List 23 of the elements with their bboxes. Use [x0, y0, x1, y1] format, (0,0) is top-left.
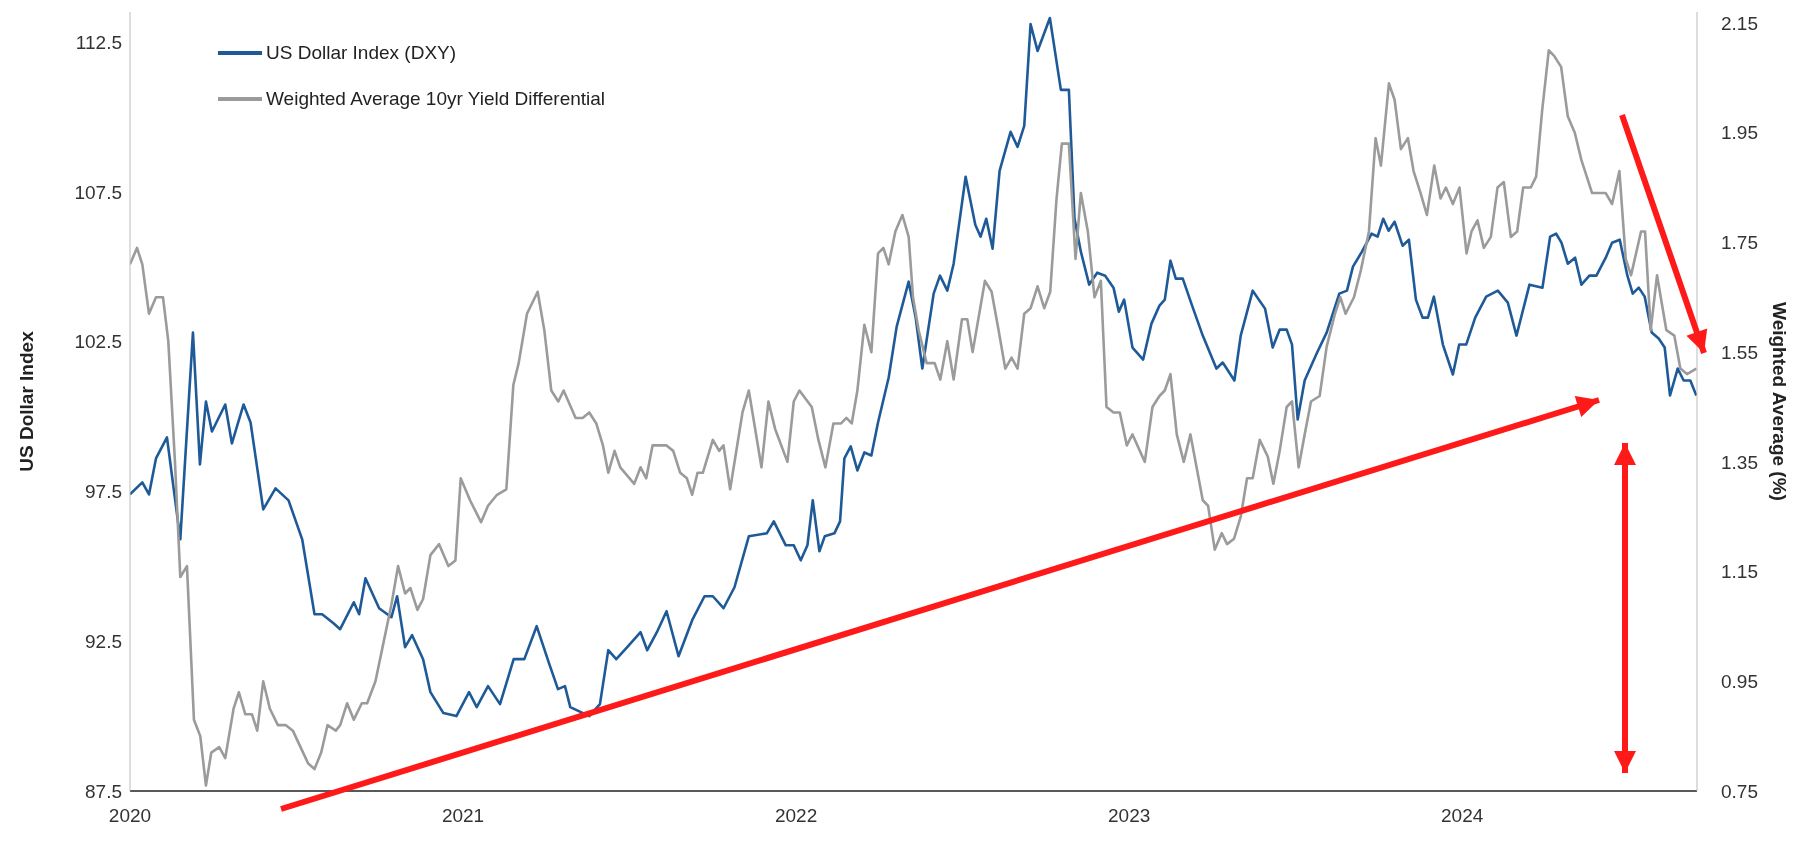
- y-tick-label: 97.5: [85, 481, 122, 503]
- y2-tick-label: 1.55: [1721, 341, 1758, 363]
- y2-tick-label: 2.15: [1721, 12, 1758, 34]
- y2-tick-label: 1.75: [1721, 232, 1758, 254]
- y2-tick-label: 0.95: [1721, 671, 1758, 693]
- x-tick-label: 2024: [1441, 805, 1484, 827]
- y-tick-label: 92.5: [85, 630, 122, 652]
- y-axis-title: US Dollar Index: [15, 330, 37, 472]
- y-tick-label: 102.5: [74, 331, 122, 353]
- y-tick-label: 112.5: [75, 31, 122, 53]
- legend-label: Weighted Average 10yr Yield Differential: [266, 88, 606, 110]
- y2-tick-label: 1.35: [1721, 451, 1758, 473]
- y2-axis-title: Weighted Average (%): [1769, 302, 1791, 501]
- y2-tick-label: 1.95: [1721, 122, 1758, 144]
- y2-tick-label: 0.75: [1721, 780, 1758, 802]
- x-tick-label: 2020: [108, 805, 152, 827]
- y-tick-label: 87.5: [85, 780, 122, 802]
- x-tick-label: 2023: [1108, 805, 1151, 827]
- y-tick-label: 107.5: [74, 181, 122, 203]
- x-tick-label: 2021: [441, 805, 485, 827]
- x-tick-label: 2022: [774, 805, 818, 827]
- legend-label: US Dollar Index (DXY): [266, 42, 457, 64]
- y2-tick-label: 1.15: [1721, 561, 1758, 583]
